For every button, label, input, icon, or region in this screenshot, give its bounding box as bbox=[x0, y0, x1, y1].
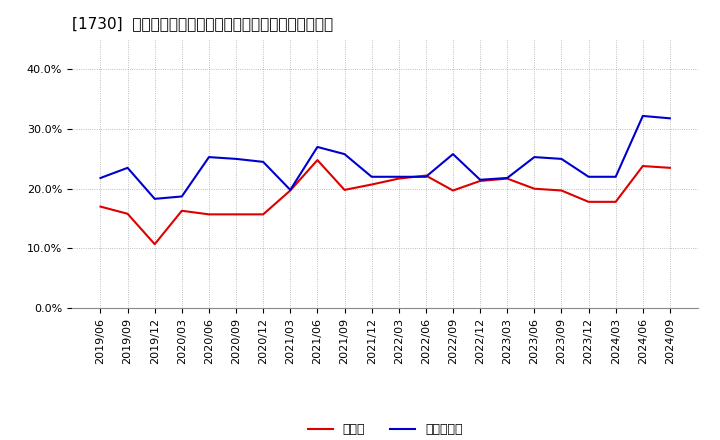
有利子負債 bbox=[530, 154, 539, 160]
現頲金 bbox=[530, 186, 539, 191]
現頲金 bbox=[449, 188, 457, 193]
現頲金 bbox=[313, 158, 322, 163]
Legend: 現頲金, 有利子負債: 現頲金, 有利子負債 bbox=[302, 418, 468, 440]
有利子負債 bbox=[421, 174, 430, 180]
現頲金 bbox=[204, 212, 213, 217]
現頲金 bbox=[557, 188, 566, 193]
有利子負債 bbox=[232, 156, 240, 161]
有利子負債 bbox=[150, 196, 159, 202]
現頲金 bbox=[178, 208, 186, 213]
有利子負債 bbox=[313, 144, 322, 150]
有利子負債 bbox=[449, 151, 457, 157]
有利子負債 bbox=[204, 154, 213, 160]
Text: [1730]  現頲金、有利子負債の総資産に対する比率の推移: [1730] 現頲金、有利子負債の総資産に対する比率の推移 bbox=[72, 16, 333, 32]
有利子負債 bbox=[259, 159, 268, 165]
有利子負債 bbox=[611, 174, 620, 180]
現頲金 bbox=[611, 199, 620, 205]
現頲金 bbox=[367, 182, 376, 187]
現頲金 bbox=[665, 165, 674, 170]
現頲金 bbox=[503, 176, 511, 181]
現頲金 bbox=[341, 187, 349, 193]
有利子負債 bbox=[178, 194, 186, 199]
現頲金 bbox=[232, 212, 240, 217]
有利子負債 bbox=[557, 156, 566, 161]
有利子負債 bbox=[503, 175, 511, 180]
有利子負債 bbox=[96, 175, 105, 180]
有利子負債 bbox=[639, 114, 647, 119]
現頲金 bbox=[639, 163, 647, 169]
現頲金 bbox=[584, 199, 593, 205]
有利子負債 bbox=[123, 165, 132, 170]
現頲金 bbox=[96, 204, 105, 209]
有利子負債 bbox=[286, 187, 294, 193]
有利子負債 bbox=[476, 177, 485, 183]
有利子負債 bbox=[665, 116, 674, 121]
現頲金 bbox=[395, 176, 403, 181]
現頲金 bbox=[150, 242, 159, 247]
有利子負債 bbox=[584, 174, 593, 180]
現頲金 bbox=[259, 212, 268, 217]
有利子負債 bbox=[395, 174, 403, 180]
現頲金 bbox=[286, 188, 294, 193]
Line: 有利子負債: 有利子負債 bbox=[101, 116, 670, 199]
有利子負債 bbox=[341, 151, 349, 157]
有利子負債 bbox=[367, 174, 376, 180]
現頲金 bbox=[421, 173, 430, 178]
現頲金 bbox=[476, 178, 485, 183]
現頲金 bbox=[123, 211, 132, 216]
Line: 現頲金: 現頲金 bbox=[101, 160, 670, 244]
